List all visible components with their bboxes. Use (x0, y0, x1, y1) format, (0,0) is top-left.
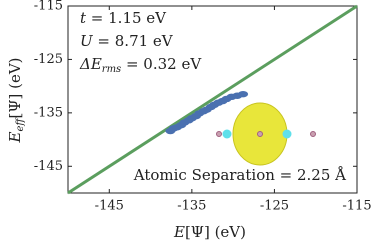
annotation: t = 1.15 eV (80, 9, 167, 27)
y-label-rest: [Ψ] (eV) (6, 57, 24, 118)
x-label-rest: [Ψ] (eV) (185, 223, 246, 241)
x-tick-label: -135 (177, 199, 206, 214)
annotation-rest: = 8.71 eV (93, 32, 174, 50)
annotation: U = 8.71 eV (80, 32, 174, 50)
atom (310, 131, 316, 137)
data-point (238, 90, 249, 98)
atom (282, 129, 292, 139)
annotation-var: t (80, 9, 87, 27)
annotation: Atomic Separation = 2.25 Å (133, 166, 346, 184)
plot-frame (67, 5, 358, 194)
annotation-var: ΔE (79, 55, 102, 73)
annotation-rest: = 1.15 eV (86, 9, 167, 27)
annotation-var: U (80, 32, 94, 50)
y-tick-label: -135 (34, 105, 63, 120)
x-label-main: E (173, 223, 185, 241)
y-label-main: E (6, 132, 24, 144)
atom (257, 131, 263, 137)
atom (222, 129, 232, 139)
y-axis-label: Eeff[Ψ] (eV) (6, 57, 26, 143)
x-tick-label: -125 (260, 199, 289, 214)
x-axis-label: E[Ψ] (eV) (173, 223, 246, 241)
atom (216, 131, 222, 137)
annotation-sub: rms (102, 64, 121, 75)
y-label-sub: eff (15, 117, 26, 132)
reference-line (67, 4, 358, 195)
annotation-rest: = 0.32 eV (121, 55, 202, 73)
atom-inset (216, 102, 316, 166)
y-tick-label: -115 (34, 0, 63, 14)
x-tick-label: -145 (95, 199, 124, 214)
annotation: ΔErms = 0.32 eV (79, 55, 202, 75)
x-tick-label: -115 (342, 199, 371, 214)
y-tick-label: -145 (34, 159, 63, 174)
y-tick-label: -125 (34, 52, 63, 67)
